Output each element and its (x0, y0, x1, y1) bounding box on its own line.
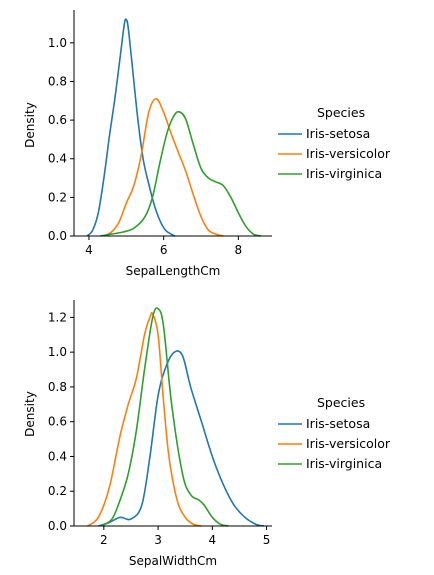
legend-label: Iris-setosa (306, 126, 370, 141)
y-tick-label: 0.6 (48, 113, 67, 127)
x-tick-label: 4 (209, 533, 217, 547)
y-axis-sepal-width: 0.0 0.2 0.4 0.6 0.8 1.0 1.2 (48, 300, 75, 533)
y-tick-label: 0.0 (48, 519, 67, 533)
x-axis-title: SepalLengthCm (126, 264, 221, 278)
y-tick-label: 0.0 (48, 229, 67, 243)
y-tick-label: 0.2 (48, 190, 67, 204)
legend-label: Iris-setosa (306, 416, 370, 431)
y-tick-label: 0.6 (48, 415, 67, 429)
plot-area-sepal-length (86, 18, 261, 237)
chart-sepal-length: 4 6 8 0.0 0.2 0.4 0.6 0.8 1.0 SepalLengthCm Den… (23, 10, 391, 278)
x-tick-label: 2 (100, 533, 108, 547)
legend-title: Species (317, 395, 365, 410)
legend-title: Species (317, 105, 365, 120)
y-tick-label: 0.4 (48, 449, 67, 463)
legend-label: Iris-versicolor (306, 146, 391, 161)
x-axis-sepal-length: 4 6 8 (74, 235, 272, 257)
x-tick-label: 5 (263, 533, 271, 547)
y-axis-sepal-length: 0.0 0.2 0.4 0.6 0.8 1.0 (48, 10, 75, 243)
legend-sepal-width: Species Iris-setosa Iris-versicolor Iris-vi… (278, 395, 391, 471)
y-tick-label: 1.2 (48, 310, 67, 324)
x-tick-label: 8 (235, 243, 243, 257)
y-axis-title: Density (23, 102, 37, 148)
plot-area-sepal-width (87, 307, 265, 527)
series-line-iris-virginica (100, 307, 229, 527)
y-tick-label: 1.0 (48, 345, 67, 359)
y-tick-label: 0.2 (48, 484, 67, 498)
y-tick-label: 0.8 (48, 380, 67, 394)
x-tick-label: 4 (85, 243, 93, 257)
series-line-iris-versicolor (87, 311, 202, 527)
legend-label: Iris-virginica (306, 166, 382, 181)
legend-sepal-length: Species Iris-setosa Iris-versicolor Iris-vi… (278, 105, 391, 181)
series-line-iris-versicolor (103, 98, 224, 237)
x-tick-label: 6 (160, 243, 168, 257)
series-line-iris-virginica (100, 110, 261, 237)
x-tick-label: 3 (154, 533, 162, 547)
y-tick-label: 1.0 (48, 36, 67, 50)
y-tick-label: 0.4 (48, 152, 67, 166)
series-line-iris-setosa (98, 350, 265, 527)
legend-label: Iris-virginica (306, 456, 382, 471)
series-line-iris-setosa (86, 18, 176, 237)
y-axis-title: Density (23, 391, 37, 437)
legend-label: Iris-versicolor (306, 436, 391, 451)
x-axis-sepal-width: 2 3 4 5 (74, 525, 272, 547)
y-tick-label: 0.8 (48, 74, 67, 88)
x-axis-title: SepalWidthCm (129, 554, 217, 568)
